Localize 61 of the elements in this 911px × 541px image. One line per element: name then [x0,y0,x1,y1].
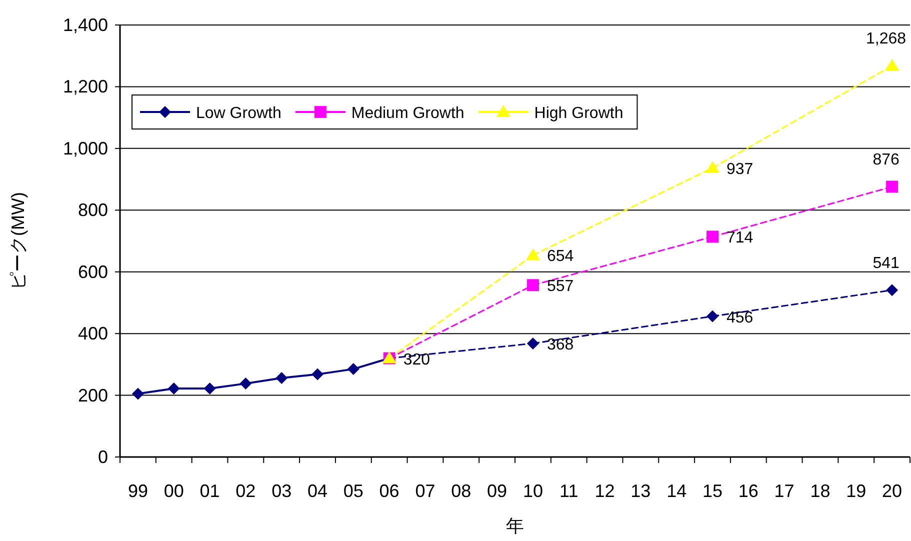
legend-label: High Growth [534,105,624,122]
point [706,230,718,243]
data-label: 456 [726,309,754,326]
data-label: 937 [726,160,754,178]
point [312,368,324,380]
legend-label: Low Growth [196,105,282,122]
y-tick-label: 800 [78,200,108,220]
point [526,337,539,350]
y-axis-title: ピーク(MW) [8,192,28,290]
y-tick-label: 600 [78,262,108,282]
y-tick-label: 400 [78,324,108,344]
x-tick-label: 18 [810,481,830,501]
x-tick-label: 11 [560,481,578,501]
x-tick-label: 00 [164,481,184,501]
x-tick-label: 02 [236,481,256,501]
data-label: 541 [872,255,900,272]
x-tick-label: 15 [702,481,723,501]
point [526,248,540,260]
data-label: 876 [872,152,900,169]
x-tick-label: 08 [451,481,472,501]
x-tick-label: 20 [882,481,902,501]
x-tick-label: 14 [666,481,687,501]
point [204,382,216,394]
x-tick-label: 03 [272,481,292,501]
point [168,382,180,394]
x-tick-label: 12 [594,481,615,501]
x-tick-label: 17 [774,481,794,501]
x-tick-label: 01 [200,481,220,501]
x-tick-label: 04 [307,481,328,501]
point [886,180,898,193]
y-tick-label: 1,400 [62,15,108,35]
legend-label: Medium Growth [351,105,464,122]
data-label: 368 [546,336,574,354]
point [276,372,288,384]
x-tick-label: 06 [379,481,400,501]
x-tick-label: 10 [522,481,543,501]
x-tick-label: 16 [738,481,758,501]
point [706,310,718,322]
y-tick-label: 200 [78,385,108,406]
point [240,378,252,390]
point [706,160,720,173]
x-axis-title: 年 [506,516,524,536]
data-label: 320 [403,351,430,368]
x-tick-label: 09 [487,481,508,501]
point [347,363,360,376]
x-tick-label: 13 [630,481,651,501]
y-tick-label: 1,200 [62,76,108,97]
point [886,284,898,296]
point [132,388,144,400]
point [885,58,900,71]
y-tick-label: 0 [98,447,108,467]
data-label: 714 [726,230,754,247]
data-label: 557 [546,278,574,296]
x-tick-label: 99 [128,481,148,501]
x-tick-label: 05 [343,481,364,501]
data-label: 654 [546,248,574,266]
point [526,279,539,292]
x-tick-label: 19 [846,481,866,501]
y-tick-label: 1,000 [62,138,108,158]
data-label: 1,268 [866,30,906,48]
x-tick-label: 07 [415,481,436,501]
